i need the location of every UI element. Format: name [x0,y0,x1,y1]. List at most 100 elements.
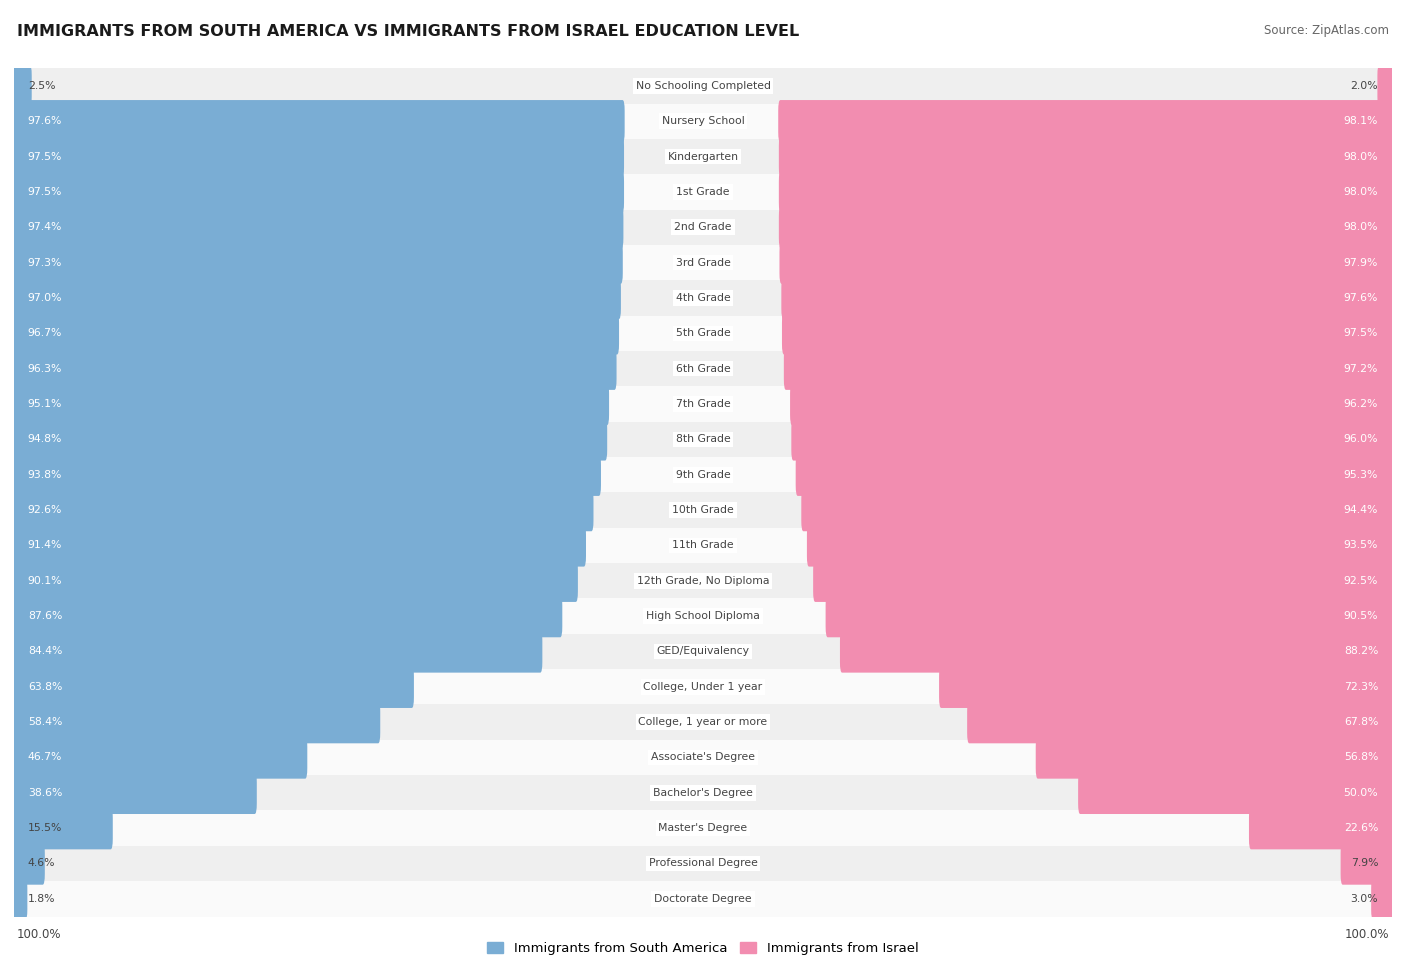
Bar [14,634,1392,669]
Text: 97.6%: 97.6% [28,116,62,127]
Text: 98.0%: 98.0% [1344,151,1378,162]
Bar [14,492,1392,527]
FancyBboxPatch shape [825,595,1393,638]
FancyBboxPatch shape [813,560,1393,602]
Text: 90.5%: 90.5% [1344,611,1378,621]
Bar [14,775,1392,810]
Text: Source: ZipAtlas.com: Source: ZipAtlas.com [1264,24,1389,37]
Text: Nursery School: Nursery School [662,116,744,127]
Text: 93.5%: 93.5% [1344,540,1378,551]
FancyBboxPatch shape [13,878,27,920]
FancyBboxPatch shape [13,347,617,390]
Text: 88.2%: 88.2% [1344,646,1378,656]
FancyBboxPatch shape [779,206,1393,249]
FancyBboxPatch shape [839,630,1393,673]
Text: 2.0%: 2.0% [1351,81,1378,91]
Text: Professional Degree: Professional Degree [648,858,758,869]
Text: 97.6%: 97.6% [1344,292,1378,303]
Text: 87.6%: 87.6% [28,611,62,621]
Bar [14,138,1392,175]
Text: 97.5%: 97.5% [1344,329,1378,338]
FancyBboxPatch shape [13,312,619,355]
Text: 91.4%: 91.4% [28,540,62,551]
Text: Master's Degree: Master's Degree [658,823,748,834]
Bar [14,103,1392,138]
Text: 4.6%: 4.6% [28,858,55,869]
Text: 98.0%: 98.0% [1344,187,1378,197]
Bar [14,386,1392,421]
Text: 96.2%: 96.2% [1344,399,1378,410]
Text: GED/Equivalency: GED/Equivalency [657,646,749,656]
Text: 7th Grade: 7th Grade [676,399,730,410]
Text: 96.0%: 96.0% [1344,434,1378,445]
Bar [14,527,1392,564]
Text: Associate's Degree: Associate's Degree [651,753,755,762]
Text: 96.3%: 96.3% [28,364,62,373]
Text: College, Under 1 year: College, Under 1 year [644,682,762,692]
Bar [14,245,1392,281]
Text: 92.5%: 92.5% [1344,575,1378,586]
Text: 97.0%: 97.0% [28,292,62,303]
Text: 92.6%: 92.6% [28,505,62,515]
FancyBboxPatch shape [779,136,1393,177]
Text: No Schooling Completed: No Schooling Completed [636,81,770,91]
FancyBboxPatch shape [939,666,1393,708]
Text: 46.7%: 46.7% [28,753,62,762]
FancyBboxPatch shape [1371,878,1393,920]
Text: 97.5%: 97.5% [28,187,62,197]
Legend: Immigrants from South America, Immigrants from Israel: Immigrants from South America, Immigrant… [482,937,924,960]
Bar [14,704,1392,740]
FancyBboxPatch shape [13,100,624,142]
Text: 1st Grade: 1st Grade [676,187,730,197]
Text: 95.3%: 95.3% [1344,470,1378,480]
FancyBboxPatch shape [13,807,112,849]
FancyBboxPatch shape [13,277,621,319]
FancyBboxPatch shape [13,701,380,743]
Bar [14,210,1392,245]
FancyBboxPatch shape [790,383,1393,425]
Text: 100.0%: 100.0% [17,928,62,941]
Text: 97.3%: 97.3% [28,257,62,268]
Text: 93.8%: 93.8% [28,470,62,480]
FancyBboxPatch shape [1036,736,1393,779]
Text: 94.4%: 94.4% [1344,505,1378,515]
Text: 10th Grade: 10th Grade [672,505,734,515]
FancyBboxPatch shape [13,630,543,673]
Text: 90.1%: 90.1% [28,575,62,586]
Text: 100.0%: 100.0% [1344,928,1389,941]
FancyBboxPatch shape [801,488,1393,531]
Text: 6th Grade: 6th Grade [676,364,730,373]
Text: 97.5%: 97.5% [28,151,62,162]
Text: 2.5%: 2.5% [28,81,55,91]
FancyBboxPatch shape [13,206,623,249]
FancyBboxPatch shape [13,525,586,566]
Bar [14,457,1392,492]
Bar [14,68,1392,103]
Bar [14,669,1392,704]
FancyBboxPatch shape [13,242,623,284]
Text: 56.8%: 56.8% [1344,753,1378,762]
FancyBboxPatch shape [1340,842,1393,884]
Text: 5th Grade: 5th Grade [676,329,730,338]
FancyBboxPatch shape [1078,771,1393,814]
Text: 38.6%: 38.6% [28,788,62,798]
Text: 94.8%: 94.8% [28,434,62,445]
Bar [14,881,1392,916]
FancyBboxPatch shape [13,64,32,107]
Bar [14,316,1392,351]
Text: 98.1%: 98.1% [1344,116,1378,127]
FancyBboxPatch shape [13,666,413,708]
FancyBboxPatch shape [782,277,1393,319]
FancyBboxPatch shape [13,418,607,460]
FancyBboxPatch shape [13,595,562,638]
Text: 2nd Grade: 2nd Grade [675,222,731,232]
Text: 9th Grade: 9th Grade [676,470,730,480]
Text: 12th Grade, No Diploma: 12th Grade, No Diploma [637,575,769,586]
Text: 97.9%: 97.9% [1344,257,1378,268]
Text: 3rd Grade: 3rd Grade [675,257,731,268]
FancyBboxPatch shape [967,701,1393,743]
Text: 58.4%: 58.4% [28,717,62,727]
Text: 96.7%: 96.7% [28,329,62,338]
FancyBboxPatch shape [13,453,600,496]
Text: 8th Grade: 8th Grade [676,434,730,445]
